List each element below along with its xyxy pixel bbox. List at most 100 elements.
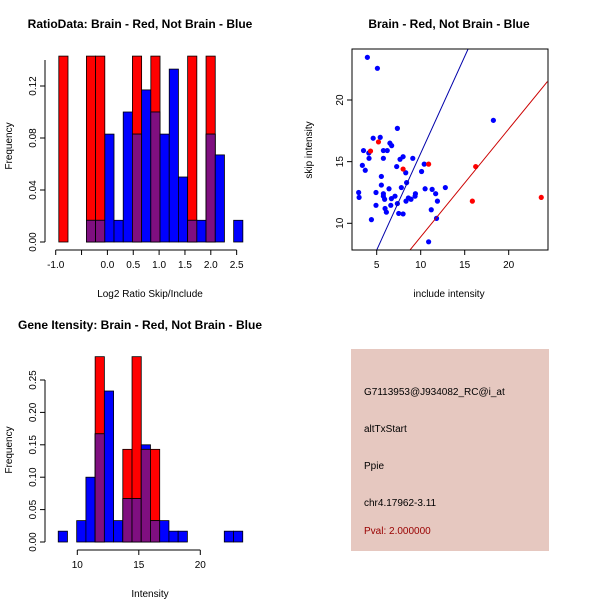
y-tick-label: 0.25 bbox=[28, 370, 39, 390]
y-tick-label: 0.00 bbox=[28, 232, 39, 252]
intensity-hist-ylabel: Frequency bbox=[4, 426, 15, 473]
scatter-points bbox=[356, 49, 548, 250]
bar-not-brain bbox=[57, 530, 68, 543]
bar-overlap bbox=[95, 219, 106, 243]
bar-overlap bbox=[86, 219, 97, 243]
bar-not-brain bbox=[104, 133, 115, 243]
point-not-brain bbox=[368, 217, 375, 223]
point-brain bbox=[426, 161, 432, 167]
y-tick-label: 0.20 bbox=[28, 402, 39, 422]
ratio-hist-title: RatioData: Brain - Red, Not Brain - Blue bbox=[28, 17, 253, 31]
y-tick-label: 15 bbox=[335, 156, 346, 168]
scatter-y-axis: 10 15 20 bbox=[335, 94, 352, 229]
x-tick-label: 5 bbox=[374, 260, 380, 271]
bar-brain bbox=[95, 55, 106, 243]
intensity-hist-bars bbox=[57, 356, 244, 543]
point-not-brain bbox=[418, 168, 425, 175]
point-not-brain bbox=[356, 189, 362, 196]
point-not-brain bbox=[396, 210, 402, 217]
point-not-brain bbox=[442, 184, 448, 191]
y-tick-label: 0.04 bbox=[28, 180, 39, 200]
x-tick-label: -1.0 bbox=[47, 260, 65, 271]
point-not-brain bbox=[388, 202, 394, 208]
bar-not-brain bbox=[196, 219, 207, 243]
point-not-brain bbox=[392, 193, 398, 199]
point-not-brain bbox=[408, 196, 414, 202]
point-not-brain bbox=[374, 65, 381, 71]
fit-line-brain bbox=[409, 81, 548, 250]
bar-brain bbox=[187, 55, 198, 243]
intensity-hist-x-axis: 10 15 20 bbox=[72, 549, 207, 571]
point-not-brain bbox=[421, 161, 427, 167]
bar-overlap bbox=[132, 133, 143, 243]
y-tick-label: 0.05 bbox=[28, 499, 39, 519]
pval-text: Pval: 2.000000 bbox=[364, 526, 431, 537]
bar-overlap bbox=[150, 520, 161, 543]
point-not-brain bbox=[426, 239, 432, 245]
point-not-brain bbox=[394, 125, 400, 131]
point-not-brain bbox=[410, 155, 416, 161]
point-not-brain bbox=[362, 167, 368, 173]
point-not-brain bbox=[380, 147, 386, 154]
point-brain bbox=[538, 194, 544, 201]
x-tick-label: 10 bbox=[72, 560, 84, 571]
x-tick-label: 15 bbox=[459, 260, 471, 271]
bar-not-brain bbox=[76, 520, 87, 543]
bar-overlap bbox=[122, 498, 133, 543]
y-tick-label: 0.08 bbox=[28, 128, 39, 148]
ratio-hist-xlabel: Log2 Ratio Skip/Include bbox=[97, 289, 203, 300]
bar-not-brain bbox=[159, 520, 170, 543]
scatter-title: Brain - Red, Not Brain - Blue bbox=[368, 17, 530, 31]
bar-overlap bbox=[140, 448, 151, 543]
x-tick-label: 1.0 bbox=[152, 260, 166, 271]
point-not-brain bbox=[422, 186, 428, 192]
bar-not-brain bbox=[177, 530, 188, 543]
bar-not-brain bbox=[233, 219, 244, 243]
ratio-hist-y-axis: 0.00 0.04 0.08 0.12 bbox=[28, 60, 46, 252]
point-brain bbox=[400, 166, 406, 172]
y-tick-label: 0.12 bbox=[28, 76, 39, 96]
point-not-brain bbox=[403, 170, 409, 176]
bar-overlap bbox=[150, 111, 161, 243]
point-not-brain bbox=[359, 162, 365, 168]
bar-not-brain bbox=[214, 154, 225, 243]
point-not-brain bbox=[412, 193, 418, 199]
point-not-brain bbox=[377, 134, 383, 140]
bar-brain bbox=[86, 55, 97, 243]
point-not-brain bbox=[398, 184, 404, 191]
point-not-brain bbox=[428, 207, 434, 213]
x-tick-label: 20 bbox=[503, 260, 515, 271]
bar-not-brain bbox=[103, 390, 114, 543]
x-tick-label: 2.5 bbox=[230, 260, 244, 271]
bar-not-brain bbox=[168, 68, 179, 243]
point-not-brain bbox=[360, 147, 367, 154]
point-not-brain bbox=[364, 54, 370, 60]
ratio-hist-x-axis: -1.0 0.0 0.5 1.0 1.5 2.0 2.5 bbox=[47, 249, 244, 271]
scatter-ylabel: skip intensity bbox=[304, 121, 315, 178]
point-not-brain bbox=[433, 191, 439, 197]
scatter-xlabel: include intensity bbox=[413, 289, 484, 300]
event-type: altTxStart bbox=[364, 424, 407, 435]
point-not-brain bbox=[356, 194, 362, 201]
point-not-brain bbox=[384, 147, 390, 154]
point-not-brain bbox=[366, 155, 372, 161]
point-not-brain bbox=[370, 135, 376, 141]
y-tick-label: 10 bbox=[335, 217, 346, 229]
scatter-x-axis: 5 10 15 20 bbox=[374, 250, 515, 271]
bar-not-brain bbox=[122, 111, 133, 243]
point-not-brain bbox=[380, 155, 386, 161]
scatter-frame bbox=[351, 48, 549, 251]
point-not-brain bbox=[434, 198, 441, 204]
x-tick-label: 0.0 bbox=[100, 260, 114, 271]
bar-overlap bbox=[205, 133, 216, 243]
point-brain bbox=[367, 148, 374, 154]
gene-name: Ppie bbox=[364, 461, 385, 472]
bar-not-brain bbox=[233, 530, 244, 543]
x-tick-label: 20 bbox=[195, 560, 207, 571]
bar-overlap bbox=[94, 433, 105, 543]
intensity-hist-y-axis: 0.00 0.05 0.10 0.15 0.20 0.25 bbox=[28, 370, 46, 552]
y-tick-label: 20 bbox=[335, 94, 346, 106]
bar-overlap bbox=[187, 219, 198, 243]
